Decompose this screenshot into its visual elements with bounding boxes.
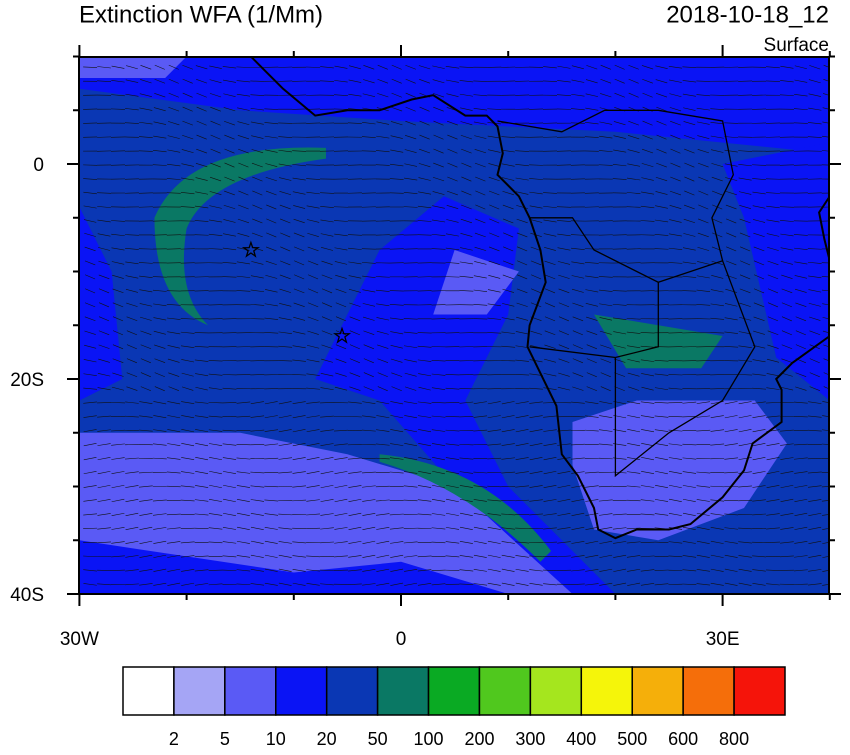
colorbar-label: 400	[566, 729, 596, 749]
colorbar-label: 10	[266, 729, 286, 749]
lon-label: 30W	[60, 629, 99, 650]
colorbar-label: 500	[617, 729, 647, 749]
date: 2018-10-18_12	[666, 1, 829, 28]
colorbar-label: 800	[719, 729, 749, 749]
lon-label: 30E	[706, 629, 740, 650]
colorbar-label: 300	[515, 729, 545, 749]
colorbar-box	[123, 667, 174, 715]
colorbar-box	[632, 667, 683, 715]
colorbar-label: 100	[414, 729, 444, 749]
colorbar-box	[225, 667, 276, 715]
colorbar-label: 200	[464, 729, 494, 749]
colorbar-box	[429, 667, 480, 715]
lat-label: 0	[33, 155, 44, 176]
level: Surface	[764, 35, 829, 56]
colorbar-box	[174, 667, 225, 715]
colorbar-box	[276, 667, 327, 715]
colorbar-box	[530, 667, 581, 715]
colorbar-label: 2	[169, 729, 179, 749]
lat-label: 20S	[10, 370, 44, 391]
colorbar-box	[734, 667, 785, 715]
title: Extinction WFA (1/Mm)	[79, 1, 323, 28]
colorbar: 2 5 10 20 50 100 200 300 400 500 600 800	[123, 667, 785, 749]
colorbar-box	[479, 667, 530, 715]
colorbar-box	[683, 667, 734, 715]
colorbar-box	[378, 667, 429, 715]
map-area	[79, 57, 850, 595]
lon-label: 0	[396, 629, 407, 650]
colorbar-label: 50	[368, 729, 388, 749]
colorbar-label: 600	[668, 729, 698, 749]
colorbar-label: 20	[317, 729, 337, 749]
colorbar-box	[581, 667, 632, 715]
colorbar-label: 5	[220, 729, 230, 749]
colorbar-box	[327, 667, 378, 715]
lat-label: 40S	[10, 585, 44, 606]
